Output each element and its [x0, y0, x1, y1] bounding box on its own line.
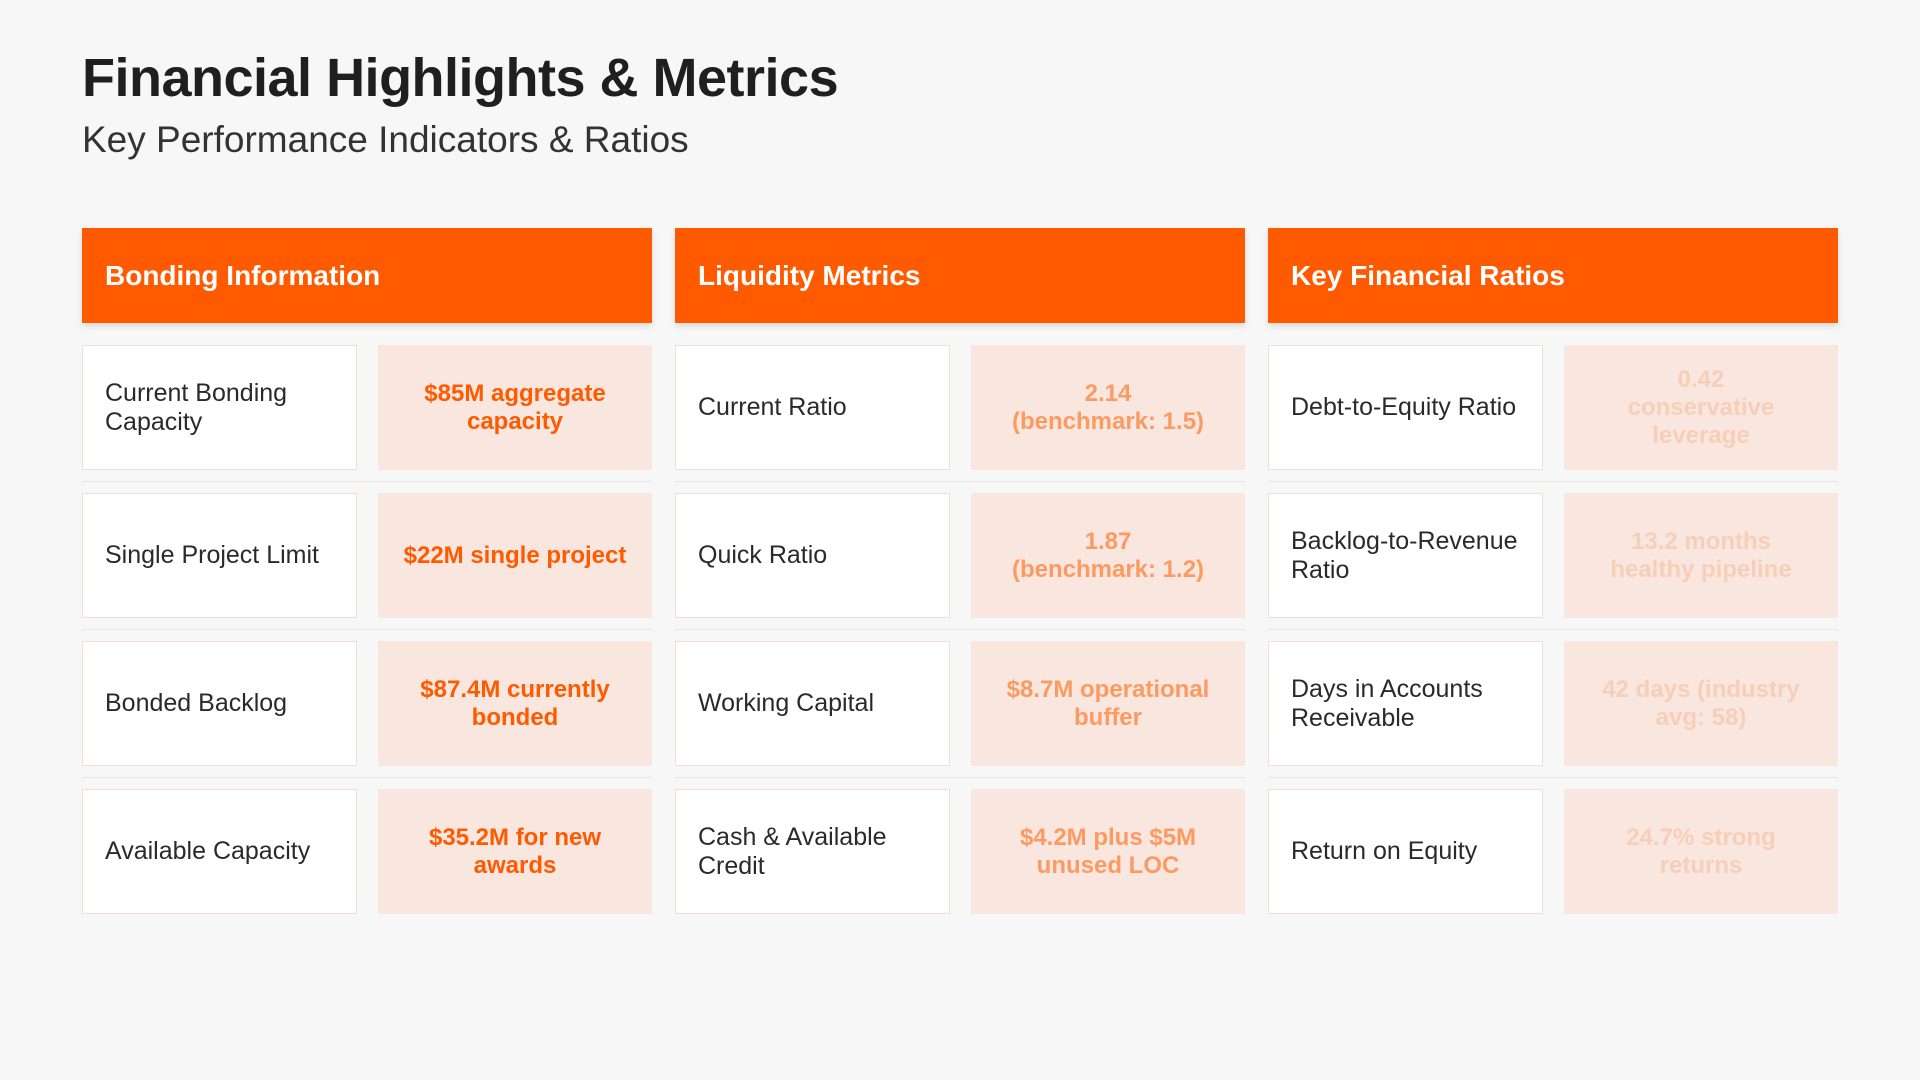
- metric-value: $4.2M plus $5M unused LOC: [1019, 823, 1197, 879]
- metric-label: Quick Ratio: [698, 541, 828, 569]
- metric-value: 1.87 (benchmark: 1.2): [1012, 528, 1204, 584]
- liquidity-metrics-panel: Liquidity Metrics Current Ratio 2.14 (ben…: [675, 228, 1245, 936]
- metric-value: $85M aggregate capacity: [424, 379, 606, 435]
- metric-value-line: 2.14: [1084, 379, 1132, 407]
- metric-label: Available Capacity: [105, 837, 311, 865]
- metric-value: 0.42 conservative leverage: [1582, 366, 1820, 450]
- metric-label: Single Project Limit: [105, 541, 319, 569]
- metric-value-cell: $85M aggregate capacity: [378, 345, 652, 470]
- metric-value: $87.4M currently bonded: [420, 675, 610, 731]
- metric-value-line: conservative leverage: [1627, 393, 1775, 449]
- metric-row: Working Capital $8.7M operational buffer: [675, 641, 1245, 778]
- liquidity-metrics-title: Liquidity Metrics: [698, 259, 921, 291]
- bonding-information-panel: Bonding Information Current Bonding Capa…: [82, 228, 652, 936]
- metric-label: Backlog-to-Revenue Ratio: [1291, 526, 1518, 584]
- metric-value-cell: $87.4M currently bonded: [378, 641, 652, 766]
- metric-label-cell: Return on Equity: [1268, 789, 1543, 914]
- metric-label-cell: Single Project Limit: [82, 493, 357, 618]
- key-financial-ratios-title: Key Financial Ratios: [1291, 259, 1565, 291]
- metric-row: Cash & Available Credit $4.2M plus $5M u…: [675, 789, 1245, 925]
- metric-label-cell: Current Bonding Capacity: [82, 345, 357, 470]
- liquidity-metrics-rows: Current Ratio 2.14 (benchmark: 1.5) Quick…: [675, 345, 1245, 925]
- metric-row: Backlog-to-Revenue Ratio 13.2 months heal…: [1268, 493, 1838, 630]
- metric-label-cell: Backlog-to-Revenue Ratio: [1268, 493, 1543, 618]
- metric-label-cell: Available Capacity: [82, 789, 357, 914]
- metric-value-line: 1.87: [1084, 527, 1132, 555]
- metric-value: $35.2M for new awards: [428, 823, 602, 879]
- metric-label-cell: Bonded Backlog: [82, 641, 357, 766]
- metric-row: Quick Ratio 1.87 (benchmark: 1.2): [675, 493, 1245, 630]
- metric-value: 2.14 (benchmark: 1.5): [1012, 380, 1204, 436]
- liquidity-metrics-header: Liquidity Metrics: [675, 228, 1245, 323]
- metric-label: Days in Accounts Receivable: [1291, 674, 1483, 732]
- metric-label: Debt-to-Equity Ratio: [1291, 393, 1517, 421]
- metric-value-cell: 24.7% strong returns: [1564, 789, 1838, 914]
- metric-value-cell: $8.7M operational buffer: [971, 641, 1245, 766]
- metric-value-line: (benchmark: 1.5): [1011, 407, 1205, 435]
- metric-label: Current Bonding Capacity: [105, 378, 288, 436]
- bonding-information-rows: Current Bonding Capacity $85M aggregate …: [82, 345, 652, 925]
- metric-row: Return on Equity 24.7% strong returns: [1268, 789, 1838, 925]
- metric-row: Current Bonding Capacity $85M aggregate …: [82, 345, 652, 482]
- metric-label-cell: Debt-to-Equity Ratio: [1268, 345, 1543, 470]
- page-subtitle: Key Performance Indicators & Ratios: [82, 119, 689, 160]
- metric-label: Bonded Backlog: [105, 689, 288, 717]
- metric-value-cell: $22M single project: [378, 493, 652, 618]
- metric-value: 24.7% strong returns: [1626, 823, 1776, 879]
- metric-label-cell: Quick Ratio: [675, 493, 950, 618]
- metric-row: Bonded Backlog $87.4M currently bonded: [82, 641, 652, 778]
- metric-row: Available Capacity $35.2M for new awards: [82, 789, 652, 925]
- metric-row: Days in Accounts Receivable 42 days (ind…: [1268, 641, 1838, 778]
- metric-value: $22M single project: [403, 541, 627, 569]
- metric-value-cell: 13.2 months healthy pipeline: [1564, 493, 1838, 618]
- metric-value-cell: 2.14 (benchmark: 1.5): [971, 345, 1245, 470]
- metric-row: Single Project Limit $22M single project: [82, 493, 652, 630]
- metric-row: Current Ratio 2.14 (benchmark: 1.5): [675, 345, 1245, 482]
- metric-value-cell: $4.2M plus $5M unused LOC: [971, 789, 1245, 914]
- key-financial-ratios-panel: Key Financial Ratios Debt-to-Equity Rati…: [1268, 228, 1838, 936]
- metric-value-cell: 1.87 (benchmark: 1.2): [971, 493, 1245, 618]
- metric-value-cell: 42 days (industry avg: 58): [1564, 641, 1838, 766]
- metric-value: 42 days (industry avg: 58): [1602, 675, 1800, 731]
- metric-value-cell: 0.42 conservative leverage: [1564, 345, 1838, 470]
- metric-value-line: (benchmark: 1.2): [1011, 555, 1205, 583]
- metric-label-cell: Cash & Available Credit: [675, 789, 950, 914]
- metric-value-cell: $35.2M for new awards: [378, 789, 652, 914]
- metric-value: 13.2 months healthy pipeline: [1610, 528, 1791, 584]
- metric-value-line: 13.2 months: [1630, 527, 1772, 555]
- metric-label-cell: Days in Accounts Receivable: [1268, 641, 1543, 766]
- bonding-information-header: Bonding Information: [82, 228, 652, 323]
- metric-value-line: healthy pipeline: [1610, 555, 1792, 583]
- metric-row: Debt-to-Equity Ratio 0.42 conservative le…: [1268, 345, 1838, 482]
- metric-value: $8.7M operational buffer: [1006, 675, 1210, 731]
- bonding-information-title: Bonding Information: [105, 259, 381, 291]
- metric-label: Cash & Available Credit: [698, 822, 887, 880]
- key-financial-ratios-rows: Debt-to-Equity Ratio 0.42 conservative le…: [1268, 345, 1838, 925]
- page-title: Financial Highlights & Metrics: [82, 48, 839, 108]
- metric-label: Return on Equity: [1291, 837, 1478, 865]
- metric-label: Working Capital: [698, 689, 875, 717]
- metric-label-cell: Current Ratio: [675, 345, 950, 470]
- key-financial-ratios-header: Key Financial Ratios: [1268, 228, 1838, 323]
- metrics-grid: Bonding Information Current Bonding Capa…: [82, 228, 1839, 936]
- metric-value-line: 0.42: [1677, 365, 1725, 393]
- metric-label: Current Ratio: [698, 393, 847, 421]
- metric-label-cell: Working Capital: [675, 641, 950, 766]
